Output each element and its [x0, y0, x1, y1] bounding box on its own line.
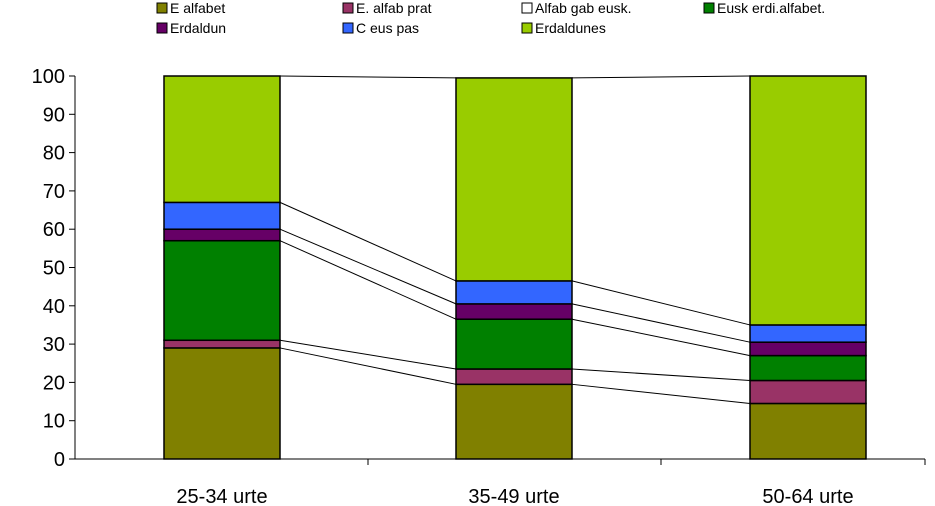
- bar-segment-0-3: [163, 239, 281, 342]
- bar-segment-2-4: [749, 341, 867, 357]
- bar-segment-2-3: [749, 354, 867, 382]
- axes: 0 10 20 30 40 50 60 70 80 90 100 25-34 urte 35-49 ur…: [32, 66, 926, 506]
- y-tick-label-3: 30: [43, 334, 65, 356]
- legend-label-6: Erdaldunes: [535, 20, 606, 36]
- bar-segment-1-5: [455, 280, 573, 305]
- bar-segment-0-1: [163, 339, 281, 349]
- connector-1-6: [571, 75, 751, 79]
- x-tick-label-1: 35-49 urte: [468, 486, 559, 506]
- legend: E alfabet E. alfab prat Alfab gab eusk. Eus…: [156, 0, 825, 36]
- legend-swatch-2: [521, 2, 533, 14]
- connector-1-0: [571, 383, 751, 404]
- y-tick-label-0: 0: [54, 449, 65, 471]
- legend-label-5: C eus pas: [356, 20, 419, 36]
- y-tick-label-6: 60: [43, 219, 65, 241]
- bar-segment-1-6: [455, 77, 573, 282]
- legend-swatch-1: [342, 2, 354, 14]
- legend-swatch-5: [342, 22, 354, 34]
- y-tick-label-2: 20: [43, 372, 65, 394]
- connector-0-1: [279, 339, 457, 370]
- connector-0-0: [279, 347, 457, 385]
- legend-label-0: E alfabet: [170, 0, 225, 16]
- connector-1-1: [571, 368, 751, 381]
- bar-segment-1-1: [455, 368, 573, 386]
- legend-swatch-4: [156, 22, 168, 34]
- bar-segment-2-6: [749, 75, 867, 326]
- legend-swatch-3: [703, 2, 715, 14]
- legend-label-3: Eusk erdi.alfabet.: [717, 0, 825, 16]
- bar-segment-2-0: [749, 402, 867, 460]
- y-tick-label-7: 70: [43, 181, 65, 203]
- x-tick-label-0: 25-34 urte: [176, 486, 267, 506]
- bar-segment-0-4: [163, 228, 281, 242]
- y-tick-label-4: 40: [43, 296, 65, 318]
- y-tick-label-1: 10: [43, 411, 65, 433]
- y-tick-label-5: 50: [43, 258, 65, 280]
- y-tick-label-8: 80: [43, 143, 65, 165]
- bar-segment-0-0: [163, 347, 281, 460]
- bar-segment-0-5: [163, 201, 281, 230]
- legend-label-1: E. alfab prat: [356, 0, 432, 16]
- bar-segment-2-1: [749, 379, 867, 405]
- x-tick-label-2: 50-64 urte: [762, 486, 853, 506]
- bar-segment-1-3: [455, 318, 573, 370]
- connector-lines: [279, 75, 751, 404]
- legend-swatch-0: [156, 2, 168, 14]
- bar-segment-2-5: [749, 324, 867, 343]
- connector-0-3: [279, 240, 457, 320]
- connector-0-4: [279, 228, 457, 305]
- y-tick-label-9: 90: [43, 104, 65, 126]
- connector-0-6: [279, 75, 457, 79]
- bar-segment-1-4: [455, 303, 573, 320]
- legend-swatch-6: [521, 22, 533, 34]
- bar-segment-1-0: [455, 383, 573, 460]
- legend-label-4: Erdaldun: [170, 20, 226, 36]
- connector-1-3: [571, 318, 751, 357]
- connector-1-4: [571, 303, 751, 343]
- bars: [163, 75, 867, 460]
- connector-1-5: [571, 280, 751, 326]
- legend-label-2: Alfab gab eusk.: [535, 0, 632, 16]
- y-tick-label-10: 100: [32, 66, 65, 88]
- bar-segment-0-6: [163, 75, 281, 204]
- connector-0-5: [279, 201, 457, 282]
